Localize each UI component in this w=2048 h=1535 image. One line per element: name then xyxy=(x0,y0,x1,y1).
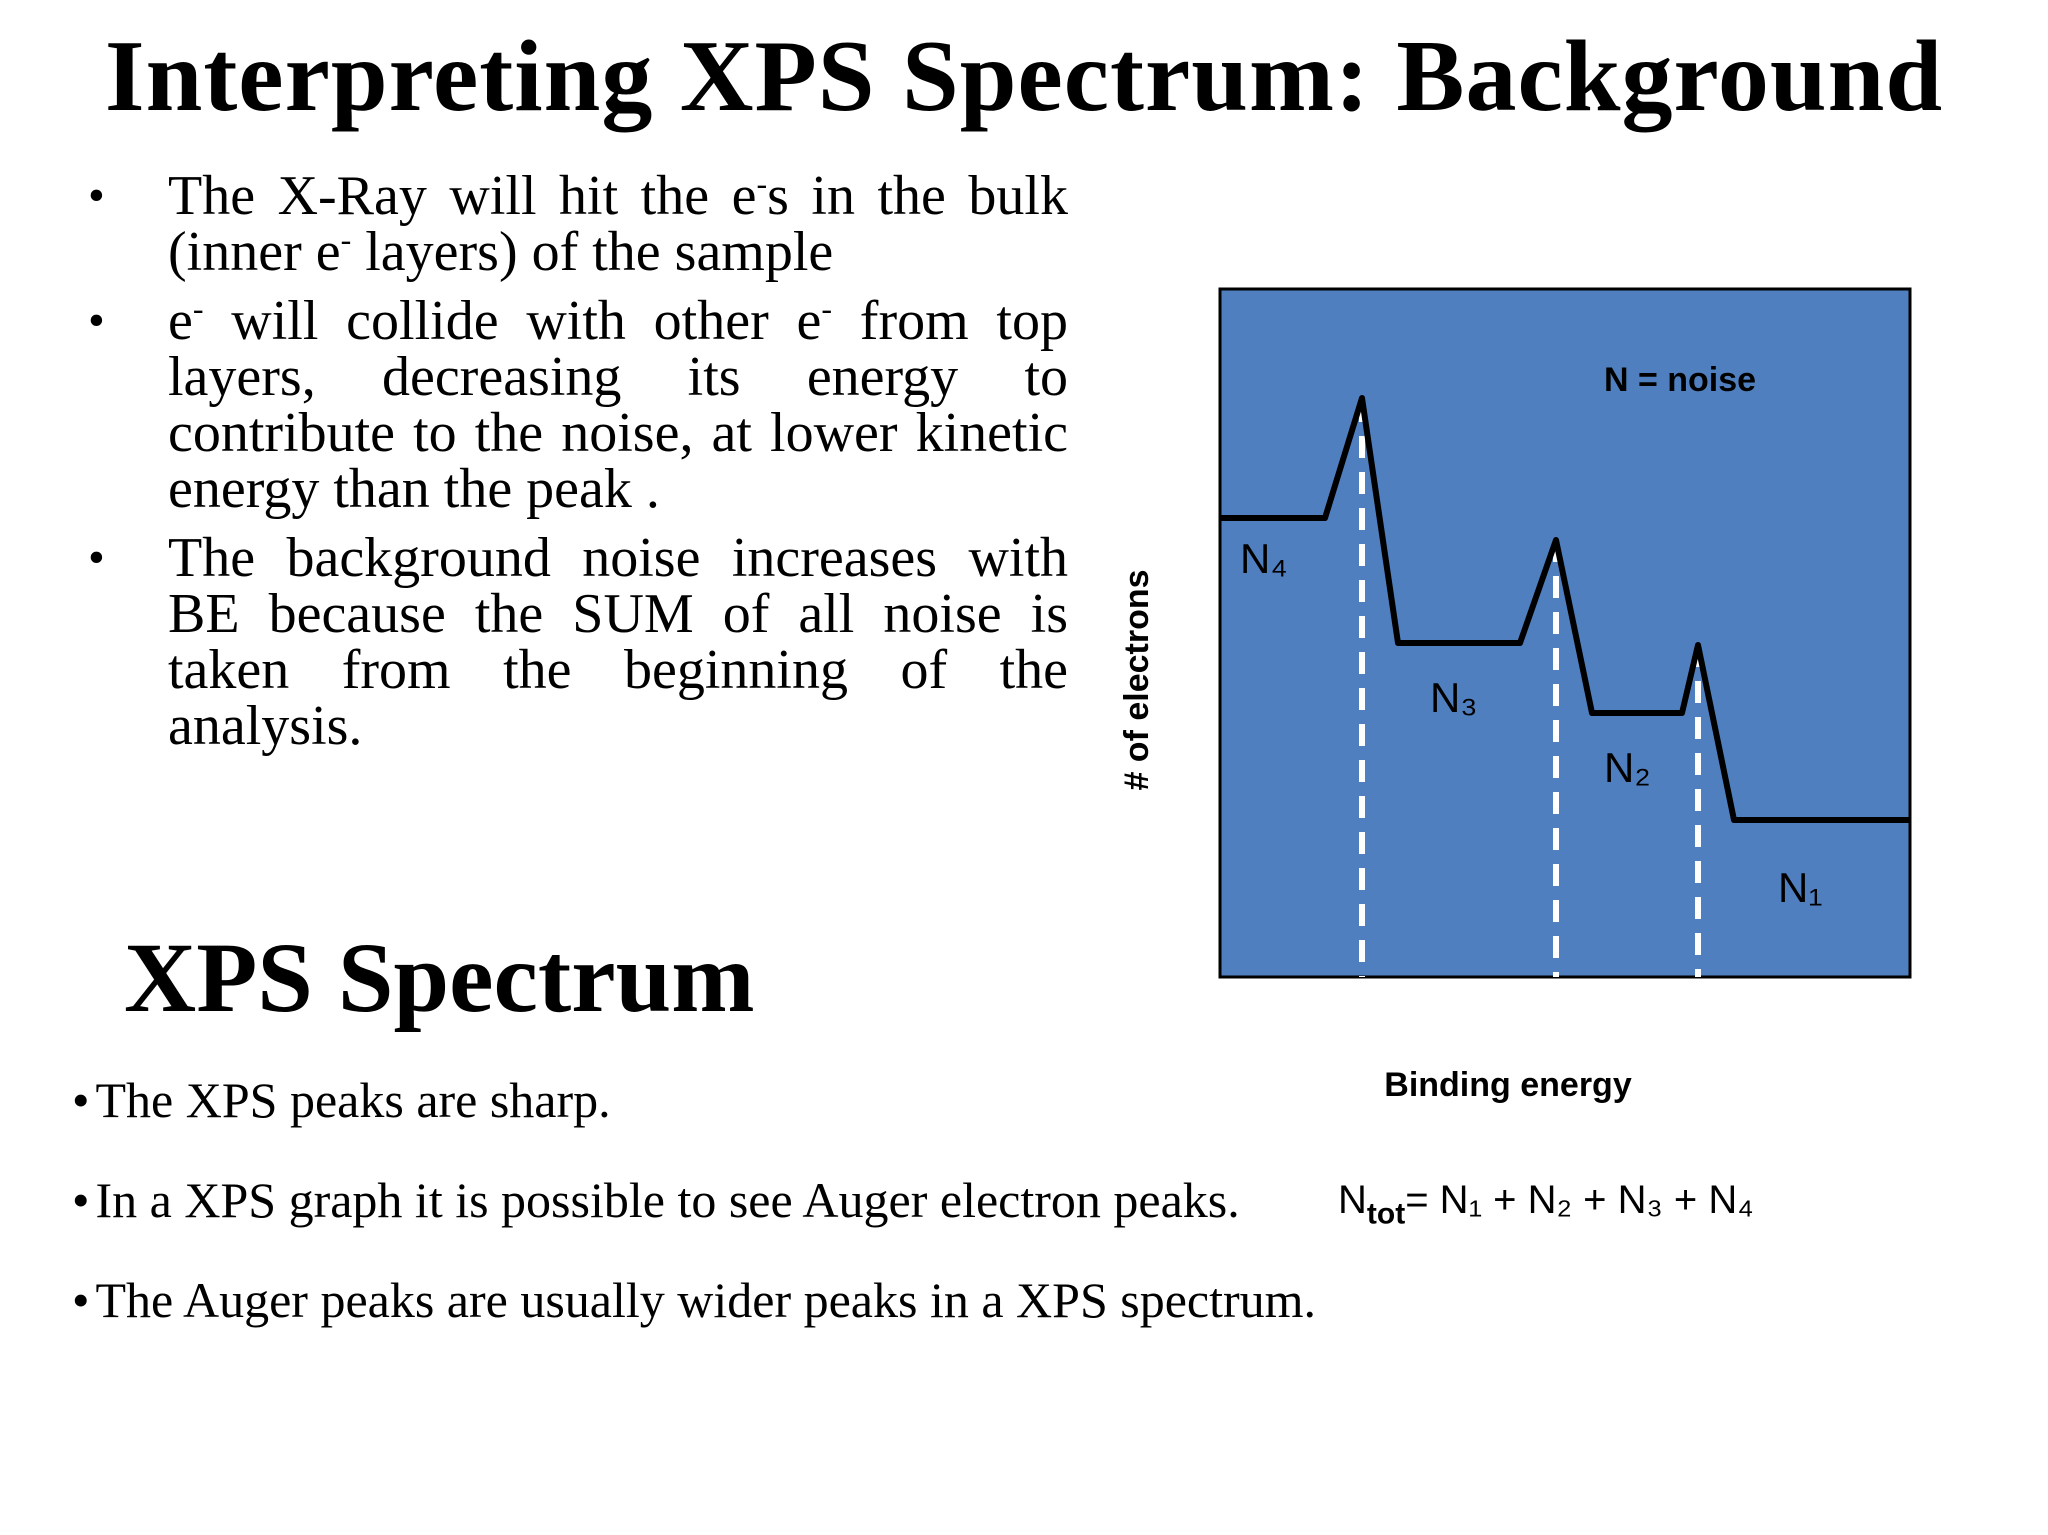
x-axis-label: Binding energy xyxy=(1384,1066,1632,1104)
spectrum-line xyxy=(1220,395,1910,823)
bullet-dot: • xyxy=(88,169,105,222)
noise-label-n1: N₁ xyxy=(1778,864,1823,911)
slide-title: Interpreting XPS Spectrum: Background xyxy=(104,20,1944,133)
noise-label-n3: N₃ xyxy=(1430,674,1477,721)
legend-label: N = noise xyxy=(1604,361,1756,399)
noise-label-n4: N₄ xyxy=(1240,535,1287,582)
bullet-list: • The X-Ray will hit the e-s in the bulk… xyxy=(88,165,1068,767)
diagram-panel xyxy=(1218,287,1912,979)
bullet-dot: • xyxy=(88,531,105,584)
bullet-item: • e- will collide with other e- from top… xyxy=(88,290,1068,520)
lower-bullet: • The Auger peaks are usually wider peaks… xyxy=(72,1272,1317,1328)
noise-label-n2: N₂ xyxy=(1604,744,1651,791)
y-axis-label: # of electrons xyxy=(1118,569,1156,790)
noise-sum-formula: Ntot= N₁ + N₂ + N₃ + N₄ xyxy=(1338,1178,1754,1231)
lower-bullet: • In a XPS graph it is possible to see Au… xyxy=(72,1172,1240,1228)
lower-bullet: • The XPS peaks are sharp. xyxy=(72,1072,611,1128)
section-heading: XPS Spectrum xyxy=(124,922,755,1033)
bullet-dot: • xyxy=(88,294,105,347)
bullet-item: • The X-Ray will hit the e-s in the bulk… xyxy=(88,165,1068,283)
peak-markers xyxy=(1359,400,1701,977)
bullet-item: • The background noise increases with BE… xyxy=(88,527,1068,757)
